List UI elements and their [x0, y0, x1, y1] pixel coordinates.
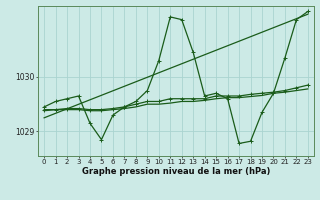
X-axis label: Graphe pression niveau de la mer (hPa): Graphe pression niveau de la mer (hPa) [82, 167, 270, 176]
